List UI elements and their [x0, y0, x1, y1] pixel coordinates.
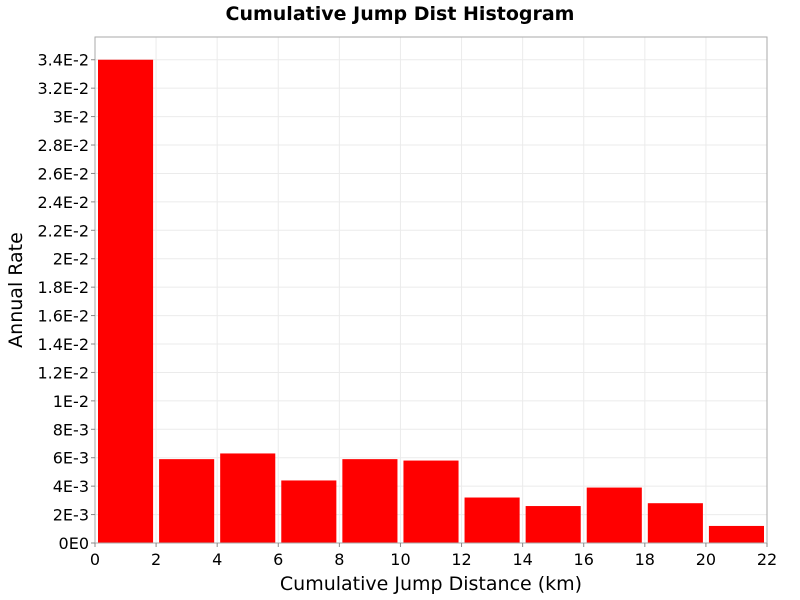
y-tick-label: 3.4E-2 [37, 51, 89, 70]
x-tick-label: 20 [696, 550, 716, 569]
x-tick-label: 10 [390, 550, 410, 569]
bars [98, 59, 764, 543]
x-tick-label: 6 [273, 550, 283, 569]
histogram-bar [342, 459, 398, 543]
y-tick-label: 2.8E-2 [37, 136, 89, 155]
y-tick-label: 1.2E-2 [37, 363, 89, 382]
histogram-bar [586, 487, 642, 543]
y-tick-label: 2.2E-2 [37, 221, 89, 240]
histogram-bar [708, 525, 764, 543]
histogram-bar [525, 506, 581, 543]
y-tick-label: 2.6E-2 [37, 164, 89, 183]
x-tick-label: 12 [451, 550, 471, 569]
y-tick-label: 8E-3 [53, 420, 89, 439]
y-tick-label: 4E-3 [53, 477, 89, 496]
plot-area [95, 37, 767, 543]
histogram-bar [159, 459, 215, 543]
histogram-bar [403, 460, 459, 543]
x-axis-label: Cumulative Jump Distance (km) [280, 573, 582, 595]
y-tick-label: 1.4E-2 [37, 335, 89, 354]
y-tick-label: 0E0 [59, 534, 89, 553]
histogram-bar [220, 453, 276, 543]
chart-title: Cumulative Jump Dist Histogram [226, 3, 575, 25]
y-tick-label: 1E-2 [53, 392, 89, 411]
y-tick-label: 1.6E-2 [37, 307, 89, 326]
histogram-bar [281, 480, 337, 543]
x-tick-label: 2 [151, 550, 161, 569]
plot-border [94, 36, 768, 544]
x-tick-label: 18 [635, 550, 655, 569]
y-tick-label: 6E-3 [53, 449, 89, 468]
x-tick-label: 8 [334, 550, 344, 569]
y-tick-label: 2.4E-2 [37, 193, 89, 212]
x-axis-ticks: 0 2 4 6 8 10 12 14 16 18 20 22 [90, 543, 777, 569]
y-axis-ticks: 0E0 2E-3 4E-3 6E-3 8E-3 1E-2 1.2E-2 1.4E-2 1.6E-… [37, 51, 95, 553]
y-tick-label: 2E-3 [53, 506, 89, 525]
x-tick-label: 22 [757, 550, 777, 569]
y-tick-label: 3.2E-2 [37, 79, 89, 98]
y-tick-label: 1.8E-2 [37, 278, 89, 297]
histogram-bar [647, 503, 703, 543]
x-tick-label: 14 [512, 550, 532, 569]
x-tick-label: 0 [90, 550, 100, 569]
x-tick-label: 4 [212, 550, 222, 569]
y-tick-label: 3E-2 [53, 108, 89, 127]
x-tick-label: 16 [574, 550, 594, 569]
y-tick-label: 2E-2 [53, 250, 89, 269]
histogram-bar [98, 59, 154, 543]
y-axis-label: Annual Rate [5, 232, 27, 348]
histogram-bar [464, 497, 520, 543]
